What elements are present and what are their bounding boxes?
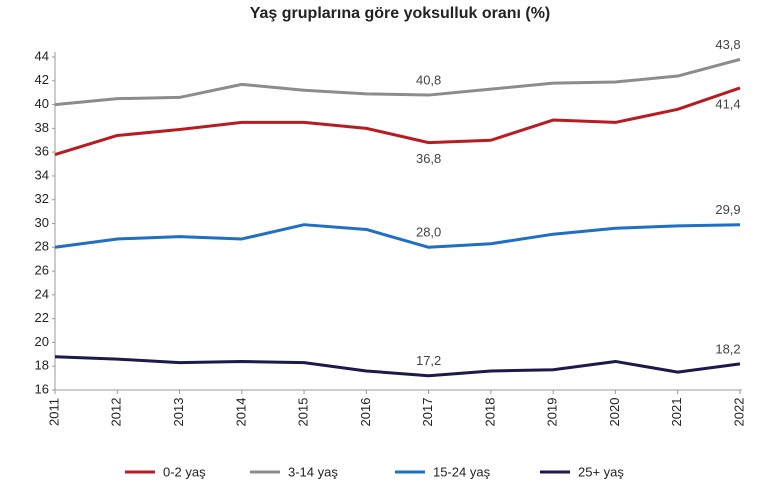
x-tick-label: 2013 (171, 398, 186, 427)
x-tick-label: 2018 (482, 398, 497, 427)
value-label: 28,0 (416, 225, 441, 240)
y-tick-label: 22 (35, 310, 49, 325)
x-tick-label: 2020 (607, 398, 622, 427)
y-tick-label: 38 (35, 120, 49, 135)
series-line (54, 86, 741, 156)
y-tick-label: 36 (35, 144, 49, 159)
series-line (54, 223, 741, 249)
chart-title: Yaş gruplarına göre yoksulluk oranı (%) (250, 5, 551, 22)
x-tick-label: 2022 (731, 398, 746, 427)
x-tick-label: 2016 (358, 398, 373, 427)
y-tick-label: 26 (35, 263, 49, 278)
value-label: 40,8 (416, 72, 441, 87)
legend-label: 0-2 yaş (163, 464, 206, 479)
legend-label: 3-14 yaş (288, 464, 338, 479)
y-tick-label: 20 (35, 334, 49, 349)
y-tick-label: 24 (35, 286, 49, 301)
x-tick-label: 2011 (46, 398, 61, 426)
y-tick-label: 28 (35, 239, 49, 254)
y-tick-label: 40 (35, 96, 49, 111)
y-tick-label: 44 (35, 48, 49, 63)
legend-label: 15-24 yaş (433, 464, 491, 479)
y-tick-label: 18 (35, 358, 49, 373)
series-line (54, 355, 741, 378)
y-tick-label: 42 (35, 72, 49, 87)
x-tick-label: 2012 (109, 398, 124, 427)
x-tick-label: 2014 (233, 398, 248, 427)
y-tick-label: 16 (35, 381, 49, 396)
x-tick-label: 2017 (420, 398, 435, 427)
series-line (54, 57, 741, 107)
value-label: 17,2 (416, 353, 441, 368)
value-label: 43,8 (715, 37, 740, 52)
x-tick-label: 2015 (296, 398, 311, 427)
value-label: 18,2 (715, 341, 740, 356)
x-tick-label: 2019 (545, 398, 560, 427)
value-label: 36,8 (416, 151, 441, 166)
value-label: 41,4 (715, 96, 740, 111)
y-tick-label: 32 (35, 191, 49, 206)
legend-label: 25+ yaş (578, 464, 624, 479)
y-tick-label: 30 (35, 215, 49, 230)
x-tick-label: 2021 (669, 398, 684, 427)
y-tick-label: 34 (35, 167, 49, 182)
value-label: 29,9 (715, 202, 740, 217)
